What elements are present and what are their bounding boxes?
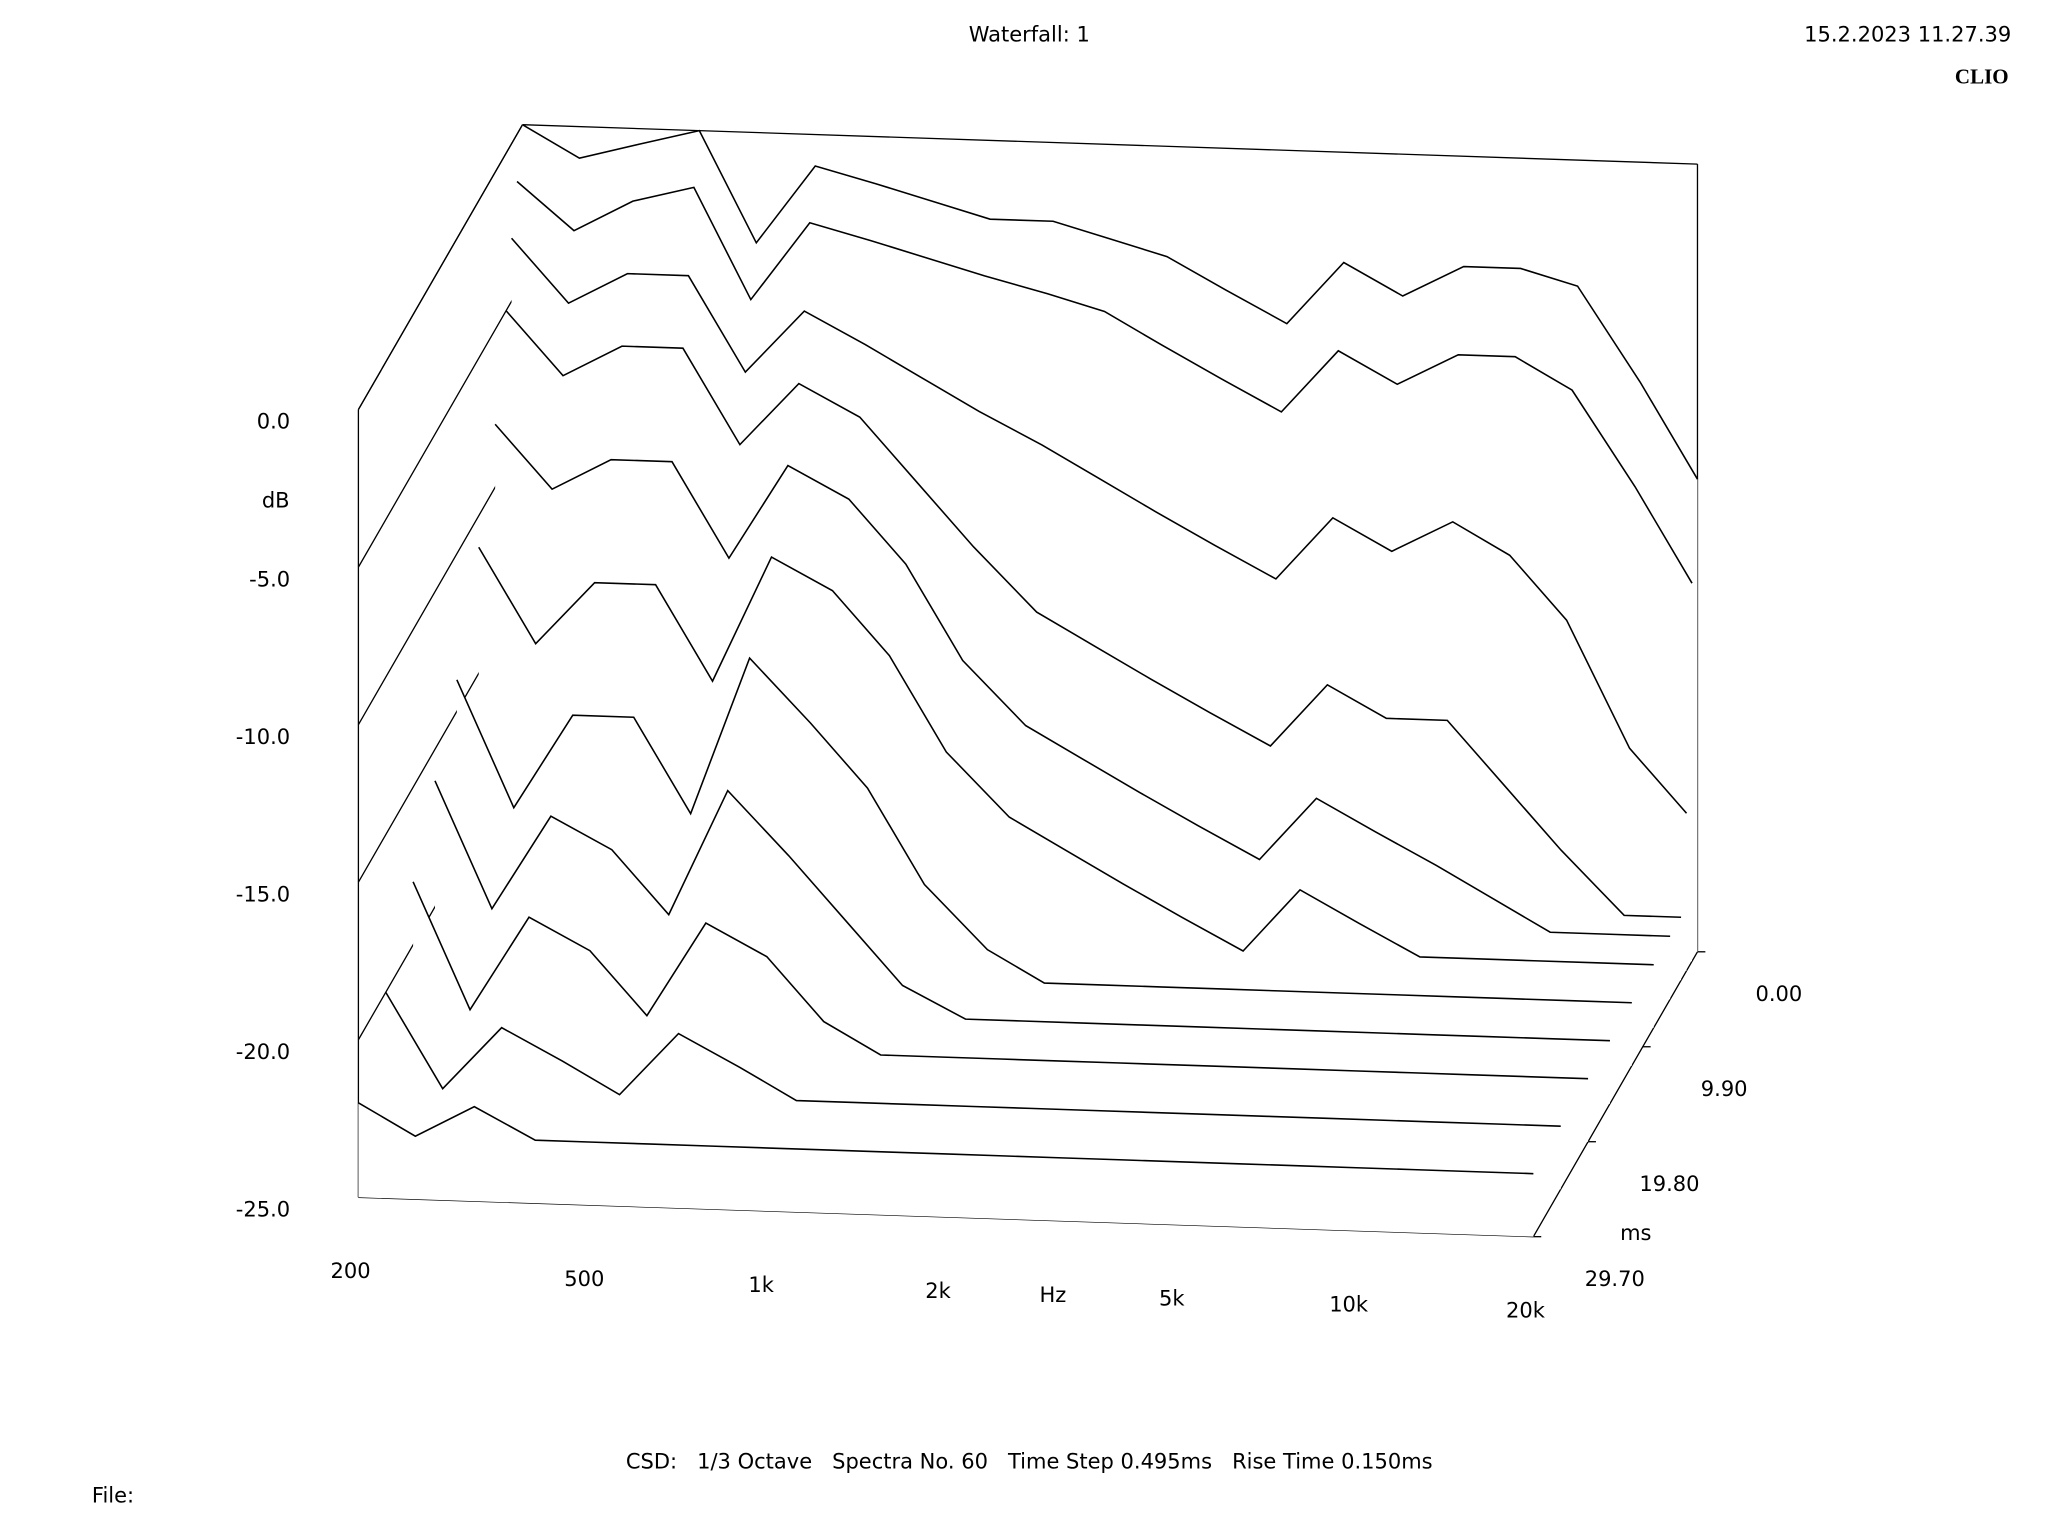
z-tick-label: 9.90 bbox=[1701, 1077, 1748, 1101]
grid-line bbox=[357, 124, 524, 410]
spectrum-mask bbox=[385, 992, 1561, 1190]
x-tick-label: 5k bbox=[1159, 1287, 1185, 1311]
spectrum-line bbox=[494, 423, 1671, 938]
y-tick-label: -25.0 bbox=[236, 1197, 290, 1221]
y-axis-label: dB bbox=[262, 488, 290, 512]
x-tick-label: 500 bbox=[564, 1267, 604, 1291]
y-tick-label: -10.0 bbox=[236, 725, 290, 749]
y-tick-label: -15.0 bbox=[236, 882, 290, 906]
spectrum-line bbox=[478, 546, 1654, 966]
spectrum-line bbox=[510, 237, 1688, 814]
timestamp: 15.2.2023 11.27.39 bbox=[1804, 22, 2011, 46]
y-tick-label: -20.0 bbox=[236, 1040, 290, 1064]
title: Waterfall: 1 bbox=[969, 22, 1090, 46]
brand: CLIO bbox=[1955, 65, 2009, 89]
spectrum-line bbox=[434, 780, 1610, 1042]
z-axis-label: ms bbox=[1620, 1221, 1651, 1245]
settings: CSD: 1/3 Octave Spectra No. 60 Time Step… bbox=[626, 1449, 1433, 1473]
y-tick-label: -5.0 bbox=[249, 567, 290, 591]
grid-line bbox=[357, 281, 524, 568]
y-tick-label: 0.0 bbox=[257, 410, 290, 434]
x-tick-label: 200 bbox=[330, 1259, 370, 1283]
z-tick-label: 19.80 bbox=[1639, 1172, 1699, 1196]
spectrum-line bbox=[522, 124, 1699, 480]
x-tick-label: 1k bbox=[748, 1273, 774, 1297]
file-label: File: bbox=[92, 1484, 134, 1508]
x-tick-label: 10k bbox=[1329, 1293, 1369, 1317]
spectrum-line bbox=[358, 1102, 1534, 1175]
spectrum-line bbox=[456, 656, 1632, 1004]
x-tick-label: 20k bbox=[1506, 1299, 1546, 1323]
frame-edge bbox=[522, 124, 1698, 165]
x-tick-label: 2k bbox=[925, 1279, 951, 1303]
spectrum-line bbox=[385, 991, 1561, 1127]
spectrum-mask bbox=[358, 1102, 1534, 1237]
spectrum-line bbox=[516, 180, 1693, 584]
spectrum-line bbox=[412, 881, 1589, 1080]
spectrum-line bbox=[505, 310, 1682, 919]
z-tick-label: 0.00 bbox=[1755, 982, 1802, 1006]
z-tick-label: 29.70 bbox=[1585, 1267, 1645, 1291]
x-axis-label: Hz bbox=[1039, 1283, 1066, 1307]
